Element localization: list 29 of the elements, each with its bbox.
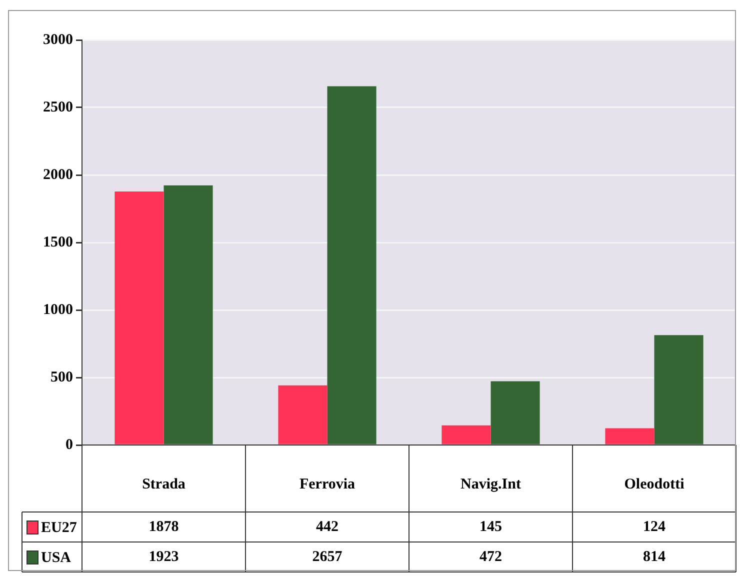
- x-tick-label: Oleodotti: [624, 476, 684, 492]
- y-tick-label: 2500: [43, 99, 73, 116]
- data-label: 472: [480, 548, 502, 565]
- legend-label: USA: [41, 550, 72, 566]
- x-tick-label: Navig.Int: [460, 476, 521, 492]
- y-tick-label: 3000: [43, 32, 73, 48]
- bar: [114, 191, 164, 444]
- y-tick-label: 1000: [43, 302, 73, 318]
- bar: [327, 86, 376, 444]
- data-label: 442: [316, 518, 338, 535]
- x-tick-label: Ferrovia: [299, 476, 356, 492]
- legend-label: EU27: [41, 520, 78, 536]
- bar: [605, 428, 654, 444]
- data-label: 814: [643, 548, 666, 565]
- y-tick-label: 1500: [43, 234, 73, 250]
- data-label: 124: [643, 518, 666, 535]
- data-label: 1923: [148, 548, 179, 565]
- bar: [490, 381, 540, 444]
- bar: [654, 335, 704, 444]
- y-tick-label: 0: [66, 436, 73, 453]
- y-tick-label: 500: [50, 369, 73, 386]
- y-tick-label: 2000: [43, 166, 73, 183]
- x-tick-label: Strada: [142, 476, 186, 492]
- bar: [164, 185, 213, 444]
- data-label: 1878: [148, 518, 179, 535]
- data-label: 2657: [312, 548, 343, 565]
- bar: [442, 425, 491, 444]
- data-label: 145: [480, 518, 502, 535]
- bar: [278, 385, 328, 444]
